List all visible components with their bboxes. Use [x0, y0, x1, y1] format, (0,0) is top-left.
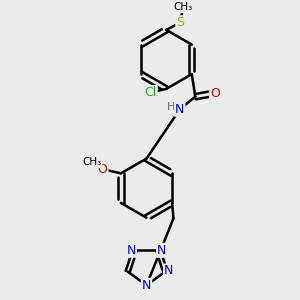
Text: N: N [157, 244, 166, 257]
Text: N: N [142, 279, 151, 292]
Text: Cl: Cl [145, 86, 157, 99]
Text: N: N [127, 244, 136, 257]
Text: O: O [210, 87, 220, 100]
Text: CH₃: CH₃ [173, 2, 193, 12]
Text: CH₃: CH₃ [82, 157, 102, 167]
Text: N: N [164, 264, 173, 278]
Text: H: H [167, 101, 176, 112]
Text: O: O [98, 163, 107, 176]
Text: N: N [175, 103, 184, 116]
Text: S: S [176, 16, 184, 29]
